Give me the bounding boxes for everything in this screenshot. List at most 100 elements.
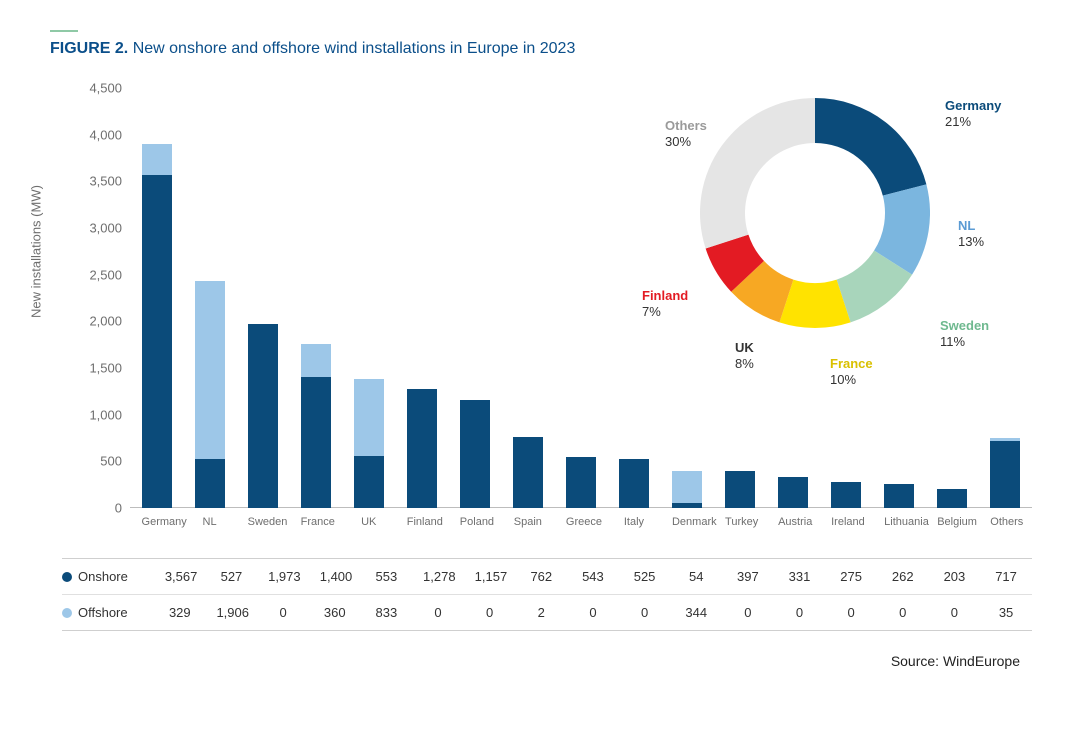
y-tick-label: 4,500 <box>89 81 130 96</box>
y-tick-label: 4,000 <box>89 127 130 142</box>
table-cell: 0 <box>939 605 969 620</box>
table-cell: 1,906 <box>216 605 246 620</box>
table-cell: 0 <box>836 605 866 620</box>
table-cell: 344 <box>681 605 711 620</box>
donut-slice-label: Finland7% <box>642 288 688 321</box>
figure-title: New onshore and offshore wind installati… <box>133 40 576 57</box>
x-axis-category-label: France <box>301 516 331 528</box>
bar-column <box>195 281 225 508</box>
bar-column <box>831 482 861 508</box>
x-axis-category-label: Others <box>990 516 1020 528</box>
table-cell: 1,278 <box>423 569 453 584</box>
donut-slice <box>815 98 926 196</box>
table-cell: 0 <box>578 605 608 620</box>
donut-label-pct: 30% <box>665 134 707 150</box>
y-tick-label: 0 <box>115 501 130 516</box>
table-row: Offshore3291,9060360833002003440000035 <box>62 595 1032 630</box>
data-table: Onshore3,5675271,9731,4005531,2781,15776… <box>62 558 1032 631</box>
table-cell: 717 <box>991 569 1021 584</box>
x-axis-category-label: Finland <box>407 516 437 528</box>
bar-column <box>301 344 331 508</box>
donut-slice-label: Sweden11% <box>940 318 989 351</box>
table-cell: 0 <box>630 605 660 620</box>
bar-column <box>937 489 967 508</box>
bar-column <box>248 324 278 508</box>
bar-segment-onshore <box>778 477 808 508</box>
table-cell: 543 <box>578 569 608 584</box>
table-cell: 762 <box>526 569 556 584</box>
y-tick-label: 1,500 <box>89 361 130 376</box>
table-row-head: Onshore <box>62 559 154 594</box>
table-cell: 397 <box>733 569 763 584</box>
donut-slice <box>700 98 815 249</box>
table-cell: 1,973 <box>268 569 298 584</box>
donut-slice-label: Germany21% <box>945 98 1001 131</box>
series-name: Onshore <box>78 569 128 584</box>
x-axis-category-label: Greece <box>566 516 596 528</box>
y-tick-label: 2,000 <box>89 314 130 329</box>
bar-segment-onshore <box>884 484 914 508</box>
table-cell: 54 <box>681 569 711 584</box>
series-name: Offshore <box>78 605 128 620</box>
x-axis-category-label: Denmark <box>672 516 702 528</box>
x-axis-category-label: Poland <box>460 516 490 528</box>
bar-segment-onshore <box>513 437 543 508</box>
table-cell: 0 <box>733 605 763 620</box>
legend-swatch <box>62 608 72 618</box>
table-cell: 833 <box>371 605 401 620</box>
donut-slice-label: UK8% <box>735 340 754 373</box>
chart-area: New installations (MW) GermanyNLSwedenFr… <box>50 88 1032 548</box>
table-cell: 1,400 <box>320 569 350 584</box>
donut-label-pct: 13% <box>958 234 984 250</box>
bar-segment-onshore <box>248 324 278 508</box>
donut-svg <box>700 98 930 328</box>
table-row: Onshore3,5675271,9731,4005531,2781,15776… <box>62 559 1032 595</box>
bar-column <box>513 437 543 508</box>
table-cell: 0 <box>475 605 505 620</box>
table-cell: 275 <box>836 569 866 584</box>
x-axis-category-label: UK <box>354 516 384 528</box>
donut-label-name: France <box>830 356 873 372</box>
x-axis-category-label: Belgium <box>937 516 967 528</box>
table-cell: 3,567 <box>165 569 195 584</box>
bar-segment-onshore <box>407 389 437 508</box>
table-cell: 0 <box>888 605 918 620</box>
table-cell: 360 <box>320 605 350 620</box>
x-axis-category-label: Italy <box>619 516 649 528</box>
bar-segment-onshore <box>831 482 861 508</box>
bar-segment-onshore <box>990 441 1020 508</box>
x-axis-category-label: Lithuania <box>884 516 914 528</box>
donut-label-name: UK <box>735 340 754 356</box>
bar-column <box>990 438 1020 508</box>
donut-label-pct: 10% <box>830 372 873 388</box>
bar-column <box>778 477 808 508</box>
donut-slice-label: NL13% <box>958 218 984 251</box>
table-cell: 0 <box>268 605 298 620</box>
donut-label-name: Others <box>665 118 707 134</box>
legend-swatch <box>62 572 72 582</box>
bar-segment-onshore <box>142 175 172 508</box>
x-axis-category-label: Austria <box>778 516 808 528</box>
donut-label-name: Germany <box>945 98 1001 114</box>
table-row-cells: 3291,9060360833002003440000035 <box>154 605 1032 620</box>
table-cell: 525 <box>630 569 660 584</box>
donut-label-name: Sweden <box>940 318 989 334</box>
y-tick-label: 2,500 <box>89 267 130 282</box>
x-axis-category-label: NL <box>195 516 225 528</box>
bar-column <box>142 144 172 508</box>
accent-bar <box>50 30 78 32</box>
x-labels: Germany NL Sweden France UK Finland Poland Spai… <box>130 508 1032 528</box>
x-axis-category-label: Germany <box>142 516 172 528</box>
donut-chart: Germany21% NL13% Sweden11% France10% UK8% Fin… <box>590 78 1030 388</box>
source-text: Source: WindEurope <box>50 653 1032 669</box>
table-cell: 35 <box>991 605 1021 620</box>
bar-segment-offshore <box>195 281 225 459</box>
table-cell: 329 <box>165 605 195 620</box>
x-axis-category-label: Sweden <box>248 516 278 528</box>
bar-segment-onshore <box>725 471 755 508</box>
bar-segment-offshore <box>354 379 384 457</box>
donut-label-pct: 7% <box>642 304 688 320</box>
x-axis-category-label: Spain <box>513 516 543 528</box>
donut-label-name: NL <box>958 218 984 234</box>
bar-segment-offshore <box>142 144 172 175</box>
